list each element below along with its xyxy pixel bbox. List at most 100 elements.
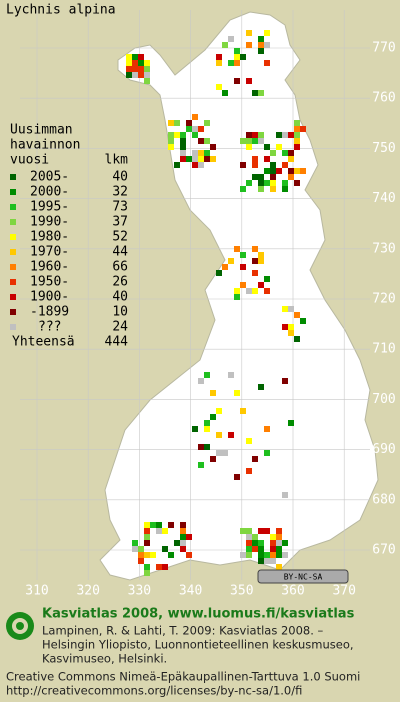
legend-swatch [10,189,16,195]
observation-square [240,138,246,144]
observation-square [270,558,276,564]
observation-square [240,162,246,168]
observation-square [198,138,204,144]
observation-square [252,288,258,294]
legend-swatch [10,234,16,240]
legend-count: 52 [112,230,128,245]
observation-square [270,552,276,558]
observation-square [144,522,150,528]
legend-label: 1960- [30,260,69,275]
observation-square [246,30,252,36]
observation-square [288,420,294,426]
legend: 2005- 40 2000- 32 1995- 73 1990- 37 1980- 52 1970-… [10,170,128,350]
observation-square [138,66,144,72]
observation-square [270,540,276,546]
observation-square [246,42,252,48]
legend-heading: Uusimman [10,123,73,138]
observation-square [294,132,300,138]
observation-square [264,144,270,150]
legend-label: 1995- [30,200,69,215]
y-grid-label: 710 [372,342,395,357]
observation-square [234,78,240,84]
observation-square [228,36,234,42]
y-grid-label: 770 [372,41,395,56]
legend-label: 1990- [30,215,69,230]
legend-swatch [10,204,16,210]
observation-square [180,144,186,150]
observation-square [204,420,210,426]
observation-square [246,540,252,546]
observation-square [258,180,264,186]
legend-count: 37 [112,215,128,230]
observation-square [198,162,204,168]
x-grid-label: 340 [179,584,202,599]
legend-label: ??? [38,320,61,335]
observation-square [174,132,180,138]
observation-square [282,540,288,546]
observation-square [240,252,246,258]
y-grid-label: 680 [372,492,395,507]
observation-square [258,174,264,180]
observation-square [168,144,174,150]
observation-square [240,552,246,558]
observation-square [132,54,138,60]
observation-square [288,132,294,138]
observation-square [252,246,258,252]
observation-square [234,54,240,60]
legend-label: 1970- [30,245,69,260]
legend-col-year: vuosi [10,153,49,168]
legend-swatch [10,309,16,315]
observation-square [198,444,204,450]
observation-square [264,156,270,162]
observation-square [222,264,228,270]
observation-square [246,138,252,144]
legend-label: 1950- [30,275,69,290]
citation: Helsingin Yliopisto, Luonnontieteellinen… [42,638,354,652]
observation-square [252,174,258,180]
observation-square [264,168,270,174]
observation-square [270,150,276,156]
observation-square [168,138,174,144]
observation-square [234,294,240,300]
observation-square [264,288,270,294]
y-grid-label: 740 [372,191,395,206]
observation-square [300,318,306,324]
observation-square [132,72,138,78]
legend-count: 40 [112,170,128,185]
observation-square [282,186,288,192]
observation-square [216,270,222,276]
y-grid-label: 730 [372,241,395,256]
observation-square [144,534,150,540]
observation-square [180,150,186,156]
observation-square [264,426,270,432]
legend-label: -1899 [30,305,69,320]
observation-square [174,120,180,126]
observation-square [264,450,270,456]
observation-square [258,528,264,534]
observation-square [288,174,294,180]
legend-count: 26 [112,275,128,290]
observation-square [138,60,144,66]
observation-square [138,54,144,60]
observation-square [222,450,228,456]
observation-square [180,522,186,528]
observation-square [258,42,264,48]
observation-square [294,126,300,132]
observation-square [252,270,258,276]
observation-square [282,132,288,138]
observation-square [270,180,276,186]
observation-square [276,534,282,540]
observation-square [264,552,270,558]
observation-square [180,132,186,138]
y-grid-label: 690 [372,442,395,457]
observation-square [192,156,198,162]
observation-square [252,162,258,168]
observation-square [204,120,210,126]
observation-square [270,186,276,192]
observation-square [252,258,258,264]
observation-square [282,180,288,186]
legend-heading: havainnon [10,138,80,153]
legend-label: 1900- [30,290,69,305]
observation-square [264,558,270,564]
observation-square [210,456,216,462]
